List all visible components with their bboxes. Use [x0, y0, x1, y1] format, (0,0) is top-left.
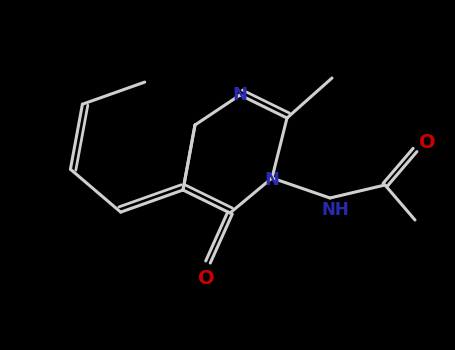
Text: N: N — [233, 86, 248, 104]
Text: O: O — [419, 133, 435, 152]
Text: N: N — [264, 171, 279, 189]
Text: O: O — [197, 268, 214, 287]
Text: NH: NH — [321, 201, 349, 219]
